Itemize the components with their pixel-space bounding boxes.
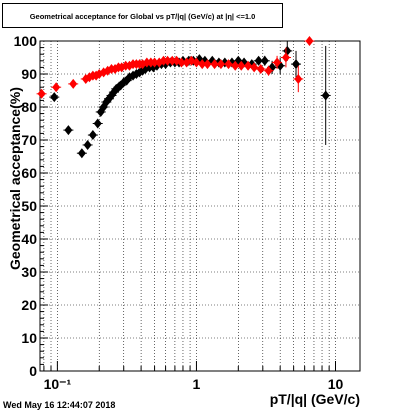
data-point bbox=[264, 65, 273, 76]
grid-lines bbox=[40, 41, 360, 371]
data-point bbox=[237, 60, 246, 71]
y-tick-label: 0 bbox=[29, 363, 37, 379]
x-tick-labels: 10⁻¹ 1 10 bbox=[44, 376, 344, 392]
data-point bbox=[321, 90, 330, 101]
data-point bbox=[88, 130, 97, 141]
y-tick-labels: 0 10 20 30 40 50 60 70 80 90 100 bbox=[14, 33, 38, 379]
data-point bbox=[281, 52, 290, 63]
data-point bbox=[172, 55, 181, 66]
data-point bbox=[273, 57, 282, 68]
x-tick-label: 10⁻¹ bbox=[44, 376, 72, 392]
series-1 bbox=[36, 36, 315, 99]
data-point bbox=[177, 57, 186, 68]
y-tick-label: 100 bbox=[14, 33, 38, 49]
data-point bbox=[244, 60, 253, 71]
data-point bbox=[187, 55, 196, 66]
data-point bbox=[254, 55, 263, 66]
data-point bbox=[203, 59, 212, 70]
data-point bbox=[231, 60, 240, 71]
data-point bbox=[37, 88, 46, 99]
data-point bbox=[52, 82, 61, 93]
data-point bbox=[216, 59, 225, 70]
data-point bbox=[250, 62, 259, 73]
data-point bbox=[234, 55, 243, 66]
y-tick-label: 50 bbox=[21, 198, 37, 214]
data-series bbox=[36, 36, 331, 159]
chart-title-box: Geometrical acceptance for Global vs pT/… bbox=[2, 3, 283, 28]
data-point bbox=[93, 118, 102, 129]
data-point bbox=[208, 55, 217, 66]
data-point bbox=[198, 59, 207, 70]
y-tick-label: 60 bbox=[21, 165, 37, 181]
data-point bbox=[256, 64, 265, 75]
data-point bbox=[210, 59, 219, 70]
timestamp-footer: Wed May 16 12:44:07 2018 bbox=[3, 400, 116, 410]
y-tick-label: 20 bbox=[21, 297, 37, 313]
data-point bbox=[50, 92, 59, 103]
data-point bbox=[200, 55, 209, 66]
data-point bbox=[83, 139, 92, 150]
data-point bbox=[292, 59, 301, 70]
data-point bbox=[224, 59, 233, 70]
data-point bbox=[305, 36, 314, 46]
data-point bbox=[64, 125, 73, 136]
y-tick-label: 40 bbox=[21, 231, 37, 247]
y-axis-label: Geometrical acceptance(%) bbox=[7, 87, 23, 270]
x-tick-label: 10 bbox=[328, 376, 344, 392]
data-point bbox=[69, 78, 78, 89]
axis-ticks bbox=[40, 40, 337, 372]
y-tick-label: 80 bbox=[21, 99, 37, 115]
x-tick-label: 1 bbox=[193, 376, 201, 392]
y-tick-label: 90 bbox=[21, 66, 37, 82]
y-tick-label: 70 bbox=[21, 132, 37, 148]
y-tick-label: 10 bbox=[21, 330, 37, 346]
chart-title: Geometrical acceptance for Global vs pT/… bbox=[29, 12, 256, 21]
x-axis-label: pT/|q| (GeV/c) bbox=[270, 391, 360, 407]
data-point bbox=[260, 55, 269, 66]
y-tick-label: 30 bbox=[21, 264, 37, 280]
data-point bbox=[294, 73, 303, 84]
data-point bbox=[192, 57, 201, 68]
data-point bbox=[77, 148, 86, 159]
